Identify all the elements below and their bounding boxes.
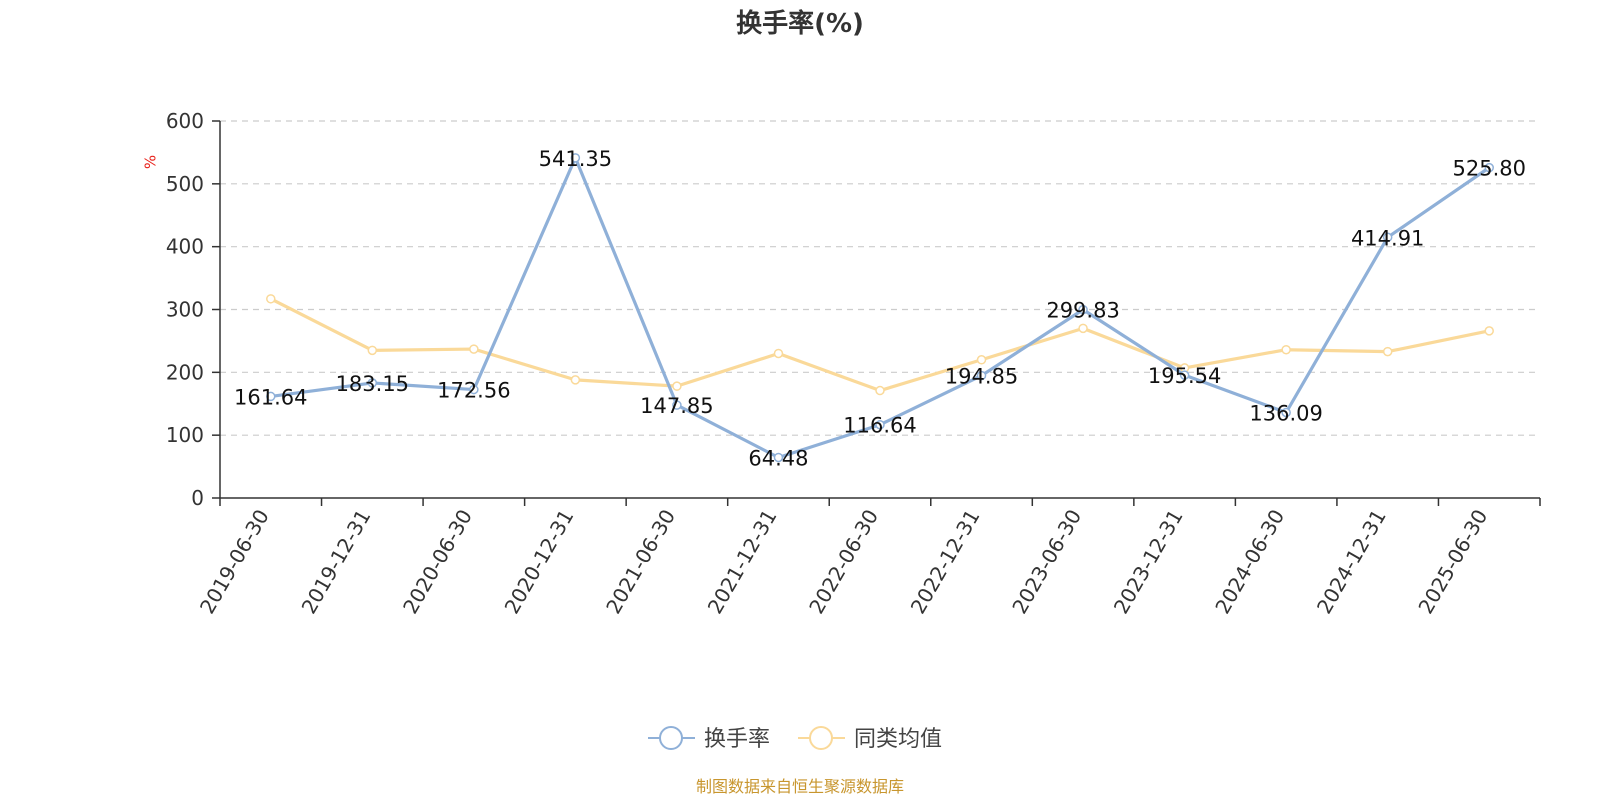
x-tick-label-2024-12-31: 2024-12-31 <box>1312 505 1391 618</box>
series-1-point-6 <box>875 385 885 396</box>
y-axis-unit: % <box>142 155 160 169</box>
x-tick-label-2024-06-30: 2024-06-30 <box>1210 505 1289 618</box>
series-1-point-2 <box>469 344 479 354</box>
x-tick-label-2021-06-30: 2021-06-30 <box>601 505 680 618</box>
grid-lines <box>220 120 1540 436</box>
series-0-point-2 <box>469 384 479 395</box>
series-0-point-4 <box>672 400 682 410</box>
y-tick-label-400: 400 <box>166 235 204 259</box>
y-tick-label-300: 300 <box>166 298 204 322</box>
data-label-3: 541.35 <box>539 147 612 171</box>
series-0-point-9 <box>1179 370 1190 380</box>
legend-item-peer-average[interactable]: 同类均值 <box>798 726 942 752</box>
series-1-point-1 <box>367 345 378 356</box>
series-0-point-12 <box>1484 162 1494 173</box>
legend-peer-marker <box>809 726 833 750</box>
series-1-point-3 <box>570 375 581 385</box>
series-0-point-0 <box>266 391 276 402</box>
data-label-0: 161.64 <box>234 385 307 409</box>
x-tick-label-2022-06-30: 2022-06-30 <box>804 505 883 618</box>
data-source-note: 制图数据来自恒生聚源数据库 <box>696 777 904 796</box>
data-label-9: 195.54 <box>1148 364 1221 388</box>
series-1-point-8 <box>1078 323 1088 334</box>
y-tick-label-100: 100 <box>166 423 204 447</box>
data-label-7: 194.85 <box>945 365 1018 389</box>
series-0-point-11 <box>1382 232 1393 243</box>
data-label-10: 136.09 <box>1249 401 1322 425</box>
data-labels: 161.64 183.15 172.56 541.35 147.85 64.48 116.6… <box>234 147 1526 471</box>
y-tick-label-0: 0 <box>191 486 204 510</box>
series-lines <box>266 153 1494 463</box>
x-tick-label-2020-12-31: 2020-12-31 <box>500 505 579 618</box>
series-1-point-4 <box>672 381 682 391</box>
x-tick-label-2019-12-31: 2019-12-31 <box>296 505 375 618</box>
series-0-point-7 <box>976 370 987 381</box>
x-tick-label-2021-12-31: 2021-12-31 <box>703 505 782 618</box>
x-tick-label-2025-06-30: 2025-06-30 <box>1413 505 1492 618</box>
x-tick-label-2022-12-31: 2022-12-31 <box>906 505 985 618</box>
x-tick-label-2023-06-30: 2023-06-30 <box>1007 505 1086 618</box>
legend-item-turnover[interactable]: 换手率 <box>648 726 770 752</box>
series-1-point-0 <box>266 294 276 304</box>
data-label-12: 525.80 <box>1452 157 1525 181</box>
series-1-point-7 <box>976 355 987 365</box>
x-tick-label-2019-06-30: 2019-06-30 <box>195 505 274 618</box>
data-label-8: 299.83 <box>1046 299 1119 323</box>
axes: 0 100 200 300 400 500 600 2019-06-30 2019-12-31 2… <box>166 109 1541 618</box>
data-label-1: 183.15 <box>336 372 409 396</box>
y-tick-label-200: 200 <box>166 360 204 384</box>
x-tick-label-2020-06-30: 2020-06-30 <box>398 505 477 618</box>
legend-turnover-marker <box>659 726 683 750</box>
data-label-4: 147.85 <box>640 394 713 418</box>
series-1-point-12 <box>1484 326 1494 336</box>
series-0-point-8 <box>1078 304 1088 315</box>
series-0-point-3 <box>570 153 581 163</box>
series-0-point-10 <box>1281 407 1291 418</box>
x-tick-label-2023-12-31: 2023-12-31 <box>1109 505 1188 618</box>
series-1-point-5 <box>773 348 784 359</box>
data-label-11: 414.91 <box>1351 226 1424 250</box>
y-tick-label-500: 500 <box>166 172 204 196</box>
data-label-6: 116.64 <box>843 414 916 438</box>
legend: 换手率 同类均值 <box>648 726 942 752</box>
series-0-point-5 <box>773 452 784 463</box>
data-label-5: 64.48 <box>748 446 808 470</box>
series-0-point-1 <box>367 378 378 388</box>
chart-title: 换手率(%) <box>736 8 864 39</box>
series-1-point-10 <box>1281 344 1291 355</box>
series-0-point-6 <box>875 419 885 430</box>
y-tick-label-600: 600 <box>166 109 204 133</box>
data-label-2: 172.56 <box>437 379 510 403</box>
legend-peer-label: 同类均值 <box>854 727 942 752</box>
legend-turnover-label: 换手率 <box>704 727 770 752</box>
series-1-point-11 <box>1382 346 1393 357</box>
